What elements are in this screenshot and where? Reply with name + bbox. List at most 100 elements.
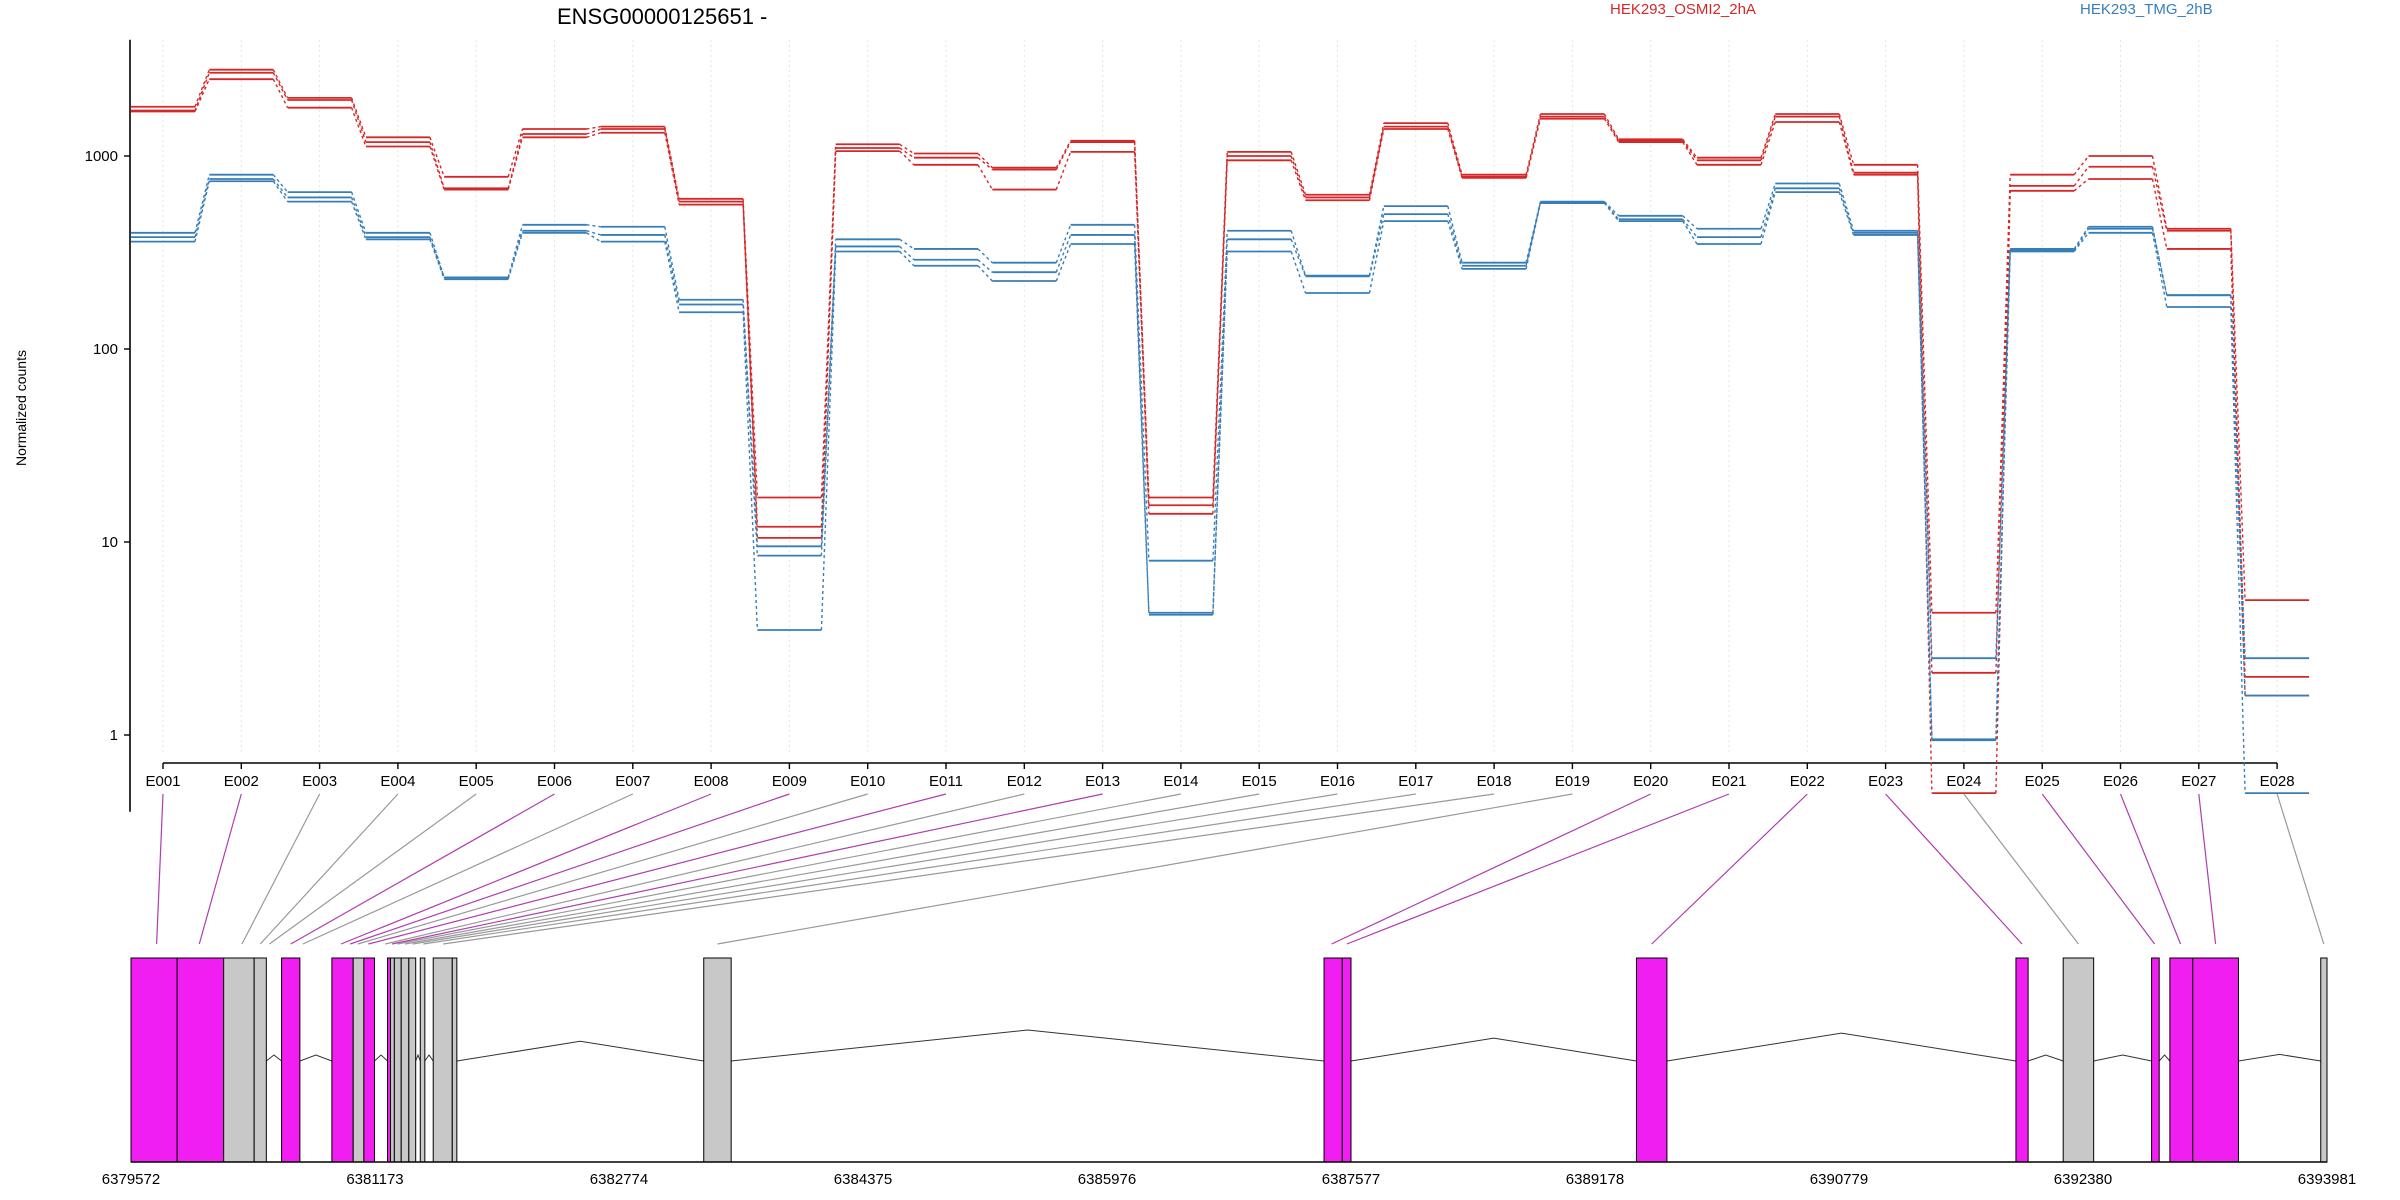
connector-segment: [1995, 174, 2011, 613]
connector-segment: [2230, 295, 2246, 696]
connector-segment: [1760, 116, 1776, 161]
series-1: [131, 71, 2310, 678]
exon-box-e011: [393, 957, 402, 1163]
connector-segment: [1133, 151, 1150, 514]
connector-segment: [1916, 164, 1933, 613]
connector-segment: [1603, 201, 1620, 217]
connector-segment: [1838, 121, 1855, 175]
coordinate-tick-label: 6389178: [1566, 1171, 1624, 1188]
exon-box-e001: [130, 957, 178, 1163]
connector-segment: [1682, 220, 1698, 245]
connector-segment: [899, 143, 915, 155]
exon-box-e022: [2062, 957, 2095, 1163]
connector-segment: [1290, 155, 1307, 198]
connector-segment: [1368, 205, 1385, 276]
exon-connector: [1885, 793, 2023, 945]
connector-segment: [586, 125, 601, 130]
connector-segment: [2230, 228, 2246, 601]
y-tick-label: 1000: [85, 148, 118, 165]
exon-box-e020: [1635, 957, 1668, 1163]
connector-segment: [1525, 118, 1542, 179]
exon-connector: [2119, 793, 2182, 945]
plot-area: 1 10 100 1000 E001 E002 E003 E004 E005 E006 E007 E0…: [85, 39, 2310, 812]
exon-connector: [259, 793, 399, 945]
connector-segment: [1055, 224, 1072, 263]
exon-connector: [1651, 793, 1808, 945]
exon-connector: [340, 793, 712, 945]
connector-segment: [1133, 224, 1150, 561]
connector-segment: [586, 230, 601, 236]
connector-segment: [2073, 178, 2089, 192]
connector-segment: [1838, 188, 1855, 234]
coordinate-tick-label: 6382774: [590, 1171, 648, 1188]
connector-segment: [1760, 121, 1776, 166]
exon-tick-label: E024: [1946, 773, 1981, 790]
connector-segment: [1760, 183, 1776, 229]
connector-segment: [664, 128, 680, 202]
connector-segment: [2073, 226, 2090, 250]
exon-connector: [412, 793, 1338, 945]
exon-tick-label: E009: [772, 773, 807, 790]
connector-segment: [899, 251, 915, 267]
connector-segment: [1290, 251, 1307, 294]
connector-segment: [1055, 243, 1072, 282]
exon-box-e013: [408, 957, 417, 1163]
exon-tick-label: E005: [459, 773, 494, 790]
connector-segment: [1525, 202, 1542, 270]
exon-connector: [349, 793, 790, 945]
intron-line: [731, 1029, 1325, 1062]
exon-box-e023: [2151, 957, 2160, 1163]
exon-connector: [2198, 793, 2217, 945]
exon-tick-label: E027: [2181, 773, 2216, 790]
connector-segment: [1447, 128, 1463, 179]
connector-segment: [1995, 251, 2011, 741]
series-5: [131, 180, 2310, 794]
exon-tick-label: E012: [1007, 773, 1042, 790]
exon-tick-label: E006: [537, 773, 572, 790]
connector-segment: [1916, 234, 1933, 741]
connector-segment: [664, 226, 680, 300]
connector-segment: [664, 132, 680, 205]
exon-tick-label: E021: [1711, 773, 1746, 790]
connector-segment: [664, 126, 680, 199]
connector-segment: [429, 141, 445, 189]
connector-segment: [1682, 218, 1698, 238]
connector-segment: [1368, 128, 1385, 201]
connector-segment: [1212, 251, 1228, 615]
exon-tick-label: E010: [850, 773, 885, 790]
connector-segment: [742, 201, 759, 527]
exon-tick-label: E018: [1477, 773, 1512, 790]
exon-tick-label: E013: [1085, 773, 1120, 790]
connector-segment: [2151, 228, 2168, 296]
connector-segment: [194, 72, 210, 111]
connector-segment: [1603, 201, 1620, 220]
connector-segment: [742, 299, 759, 547]
exon-connector: [241, 793, 321, 945]
connector-segment: [1682, 140, 1698, 161]
exon-tick-label: E019: [1555, 773, 1590, 790]
exon-connector: [2041, 793, 2156, 945]
connector-segment: [586, 232, 602, 243]
exon-connector: [391, 793, 1103, 945]
y-tick-label: 1: [110, 727, 118, 744]
coordinate-tick-label: 6379572: [102, 1171, 160, 1188]
exon-box-e019: [1341, 957, 1352, 1163]
connector-segment: [1290, 239, 1307, 277]
intron-line: [415, 1053, 421, 1062]
connector-segment: [272, 178, 289, 198]
connector-segment: [272, 180, 289, 203]
connector-segment: [1603, 113, 1620, 140]
exon-connector: [717, 793, 1573, 945]
exon-connector: [156, 793, 164, 945]
intron-line: [456, 1040, 704, 1062]
connector-segment: [350, 201, 367, 240]
exon-box-e005: [281, 957, 301, 1163]
y-tick-label: 10: [101, 534, 118, 551]
connector-segment: [1290, 160, 1307, 201]
connector-segment: [1760, 191, 1776, 245]
connector-segment: [350, 107, 367, 147]
connector-segment: [742, 312, 759, 631]
exon-tick-label: E007: [615, 773, 650, 790]
exon-box-e012: [400, 957, 410, 1163]
